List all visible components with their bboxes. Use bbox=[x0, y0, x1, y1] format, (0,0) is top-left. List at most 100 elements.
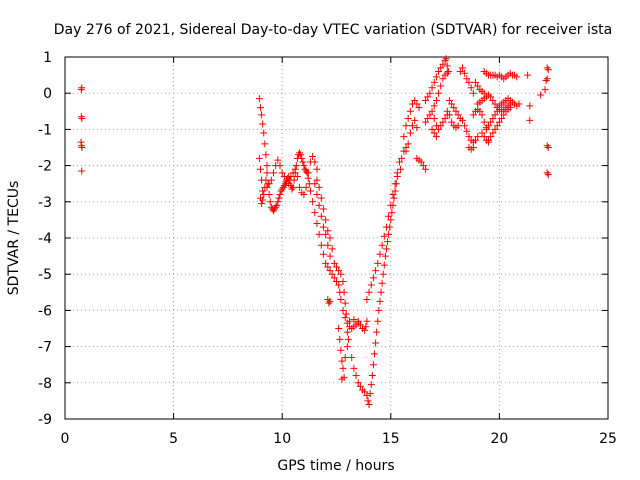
data-point bbox=[291, 165, 299, 173]
data-point bbox=[326, 234, 334, 242]
data-point bbox=[445, 96, 453, 104]
y-tick-label: -4 bbox=[38, 231, 52, 247]
data-point bbox=[493, 122, 501, 130]
data-point bbox=[435, 67, 443, 75]
y-tick-label: -7 bbox=[38, 340, 52, 356]
data-point bbox=[430, 102, 438, 110]
data-point bbox=[333, 277, 340, 285]
data-point bbox=[526, 102, 534, 110]
axis-ticks: 0 5 10 15 20 25 -9 -8 -7 -6 -5 -4 -3 -2 -1 0 1 bbox=[38, 50, 617, 447]
data-point bbox=[426, 111, 434, 119]
data-point bbox=[382, 223, 390, 231]
data-point bbox=[324, 241, 332, 249]
data-point bbox=[255, 154, 263, 162]
data-point bbox=[262, 151, 270, 159]
data-point bbox=[489, 96, 497, 104]
data-point bbox=[272, 203, 280, 211]
data-point bbox=[419, 162, 427, 170]
data-point bbox=[406, 129, 414, 137]
data-point bbox=[417, 158, 425, 166]
data-point bbox=[319, 250, 327, 258]
data-point bbox=[278, 185, 286, 193]
data-points bbox=[77, 55, 552, 409]
data-point bbox=[469, 144, 477, 151]
data-point bbox=[300, 191, 308, 199]
data-point bbox=[498, 115, 506, 123]
data-point bbox=[311, 209, 319, 217]
data-point bbox=[270, 169, 278, 177]
data-point bbox=[301, 165, 309, 173]
data-point bbox=[487, 118, 495, 126]
data-point bbox=[404, 115, 412, 123]
data-point bbox=[325, 299, 333, 307]
data-point bbox=[432, 73, 440, 81]
data-point bbox=[493, 107, 501, 115]
data-point bbox=[397, 165, 405, 173]
data-point bbox=[463, 127, 471, 135]
data-point bbox=[274, 198, 282, 206]
data-point bbox=[371, 350, 379, 358]
data-point bbox=[258, 111, 266, 119]
data-point bbox=[428, 107, 436, 115]
data-point bbox=[335, 281, 343, 289]
data-point bbox=[448, 100, 456, 108]
data-point bbox=[506, 96, 514, 104]
data-point bbox=[259, 196, 267, 204]
data-point bbox=[428, 125, 436, 133]
data-point bbox=[276, 162, 284, 170]
data-point bbox=[78, 115, 86, 123]
data-point bbox=[288, 185, 296, 193]
data-point bbox=[439, 75, 447, 83]
data-point bbox=[543, 64, 551, 72]
data-point bbox=[437, 82, 445, 90]
data-point bbox=[443, 107, 451, 115]
data-point bbox=[428, 84, 436, 92]
data-point bbox=[330, 259, 338, 267]
data-point bbox=[444, 67, 452, 75]
data-point bbox=[322, 230, 330, 238]
data-point bbox=[442, 55, 450, 63]
data-point bbox=[472, 78, 480, 86]
data-point bbox=[306, 187, 314, 195]
data-point bbox=[319, 205, 327, 213]
data-point bbox=[324, 263, 332, 271]
data-point bbox=[387, 201, 395, 209]
data-point bbox=[391, 187, 399, 195]
data-point bbox=[380, 232, 388, 240]
data-point bbox=[298, 154, 306, 162]
y-tick-label: -6 bbox=[38, 303, 52, 319]
data-point bbox=[339, 306, 347, 314]
data-point bbox=[369, 274, 377, 282]
data-point bbox=[378, 241, 386, 249]
data-point bbox=[450, 104, 458, 112]
data-point bbox=[443, 69, 451, 77]
data-point bbox=[339, 277, 347, 285]
data-point bbox=[289, 169, 297, 177]
data-point bbox=[454, 122, 462, 130]
data-point bbox=[338, 357, 346, 365]
data-point bbox=[275, 194, 283, 202]
data-point bbox=[341, 299, 349, 307]
data-point bbox=[432, 133, 440, 141]
data-point bbox=[361, 326, 369, 334]
data-point bbox=[317, 241, 325, 249]
data-point bbox=[315, 230, 323, 238]
y-axis-label: SDTVAR / TECUs bbox=[6, 181, 22, 296]
data-point bbox=[439, 118, 447, 126]
y-tick-label: -5 bbox=[38, 267, 52, 283]
data-point bbox=[489, 129, 497, 137]
data-point bbox=[339, 364, 347, 372]
data-point bbox=[354, 317, 362, 325]
data-point bbox=[311, 180, 319, 188]
data-point bbox=[443, 62, 451, 70]
data-point bbox=[454, 111, 462, 119]
data-point bbox=[480, 133, 488, 141]
data-point bbox=[544, 144, 552, 151]
data-point bbox=[364, 397, 372, 405]
data-point bbox=[491, 111, 499, 119]
data-point bbox=[366, 390, 374, 398]
plot-frame bbox=[64, 56, 609, 420]
data-point bbox=[402, 122, 410, 130]
y-tick-label: -9 bbox=[38, 412, 52, 428]
data-point bbox=[274, 156, 282, 164]
